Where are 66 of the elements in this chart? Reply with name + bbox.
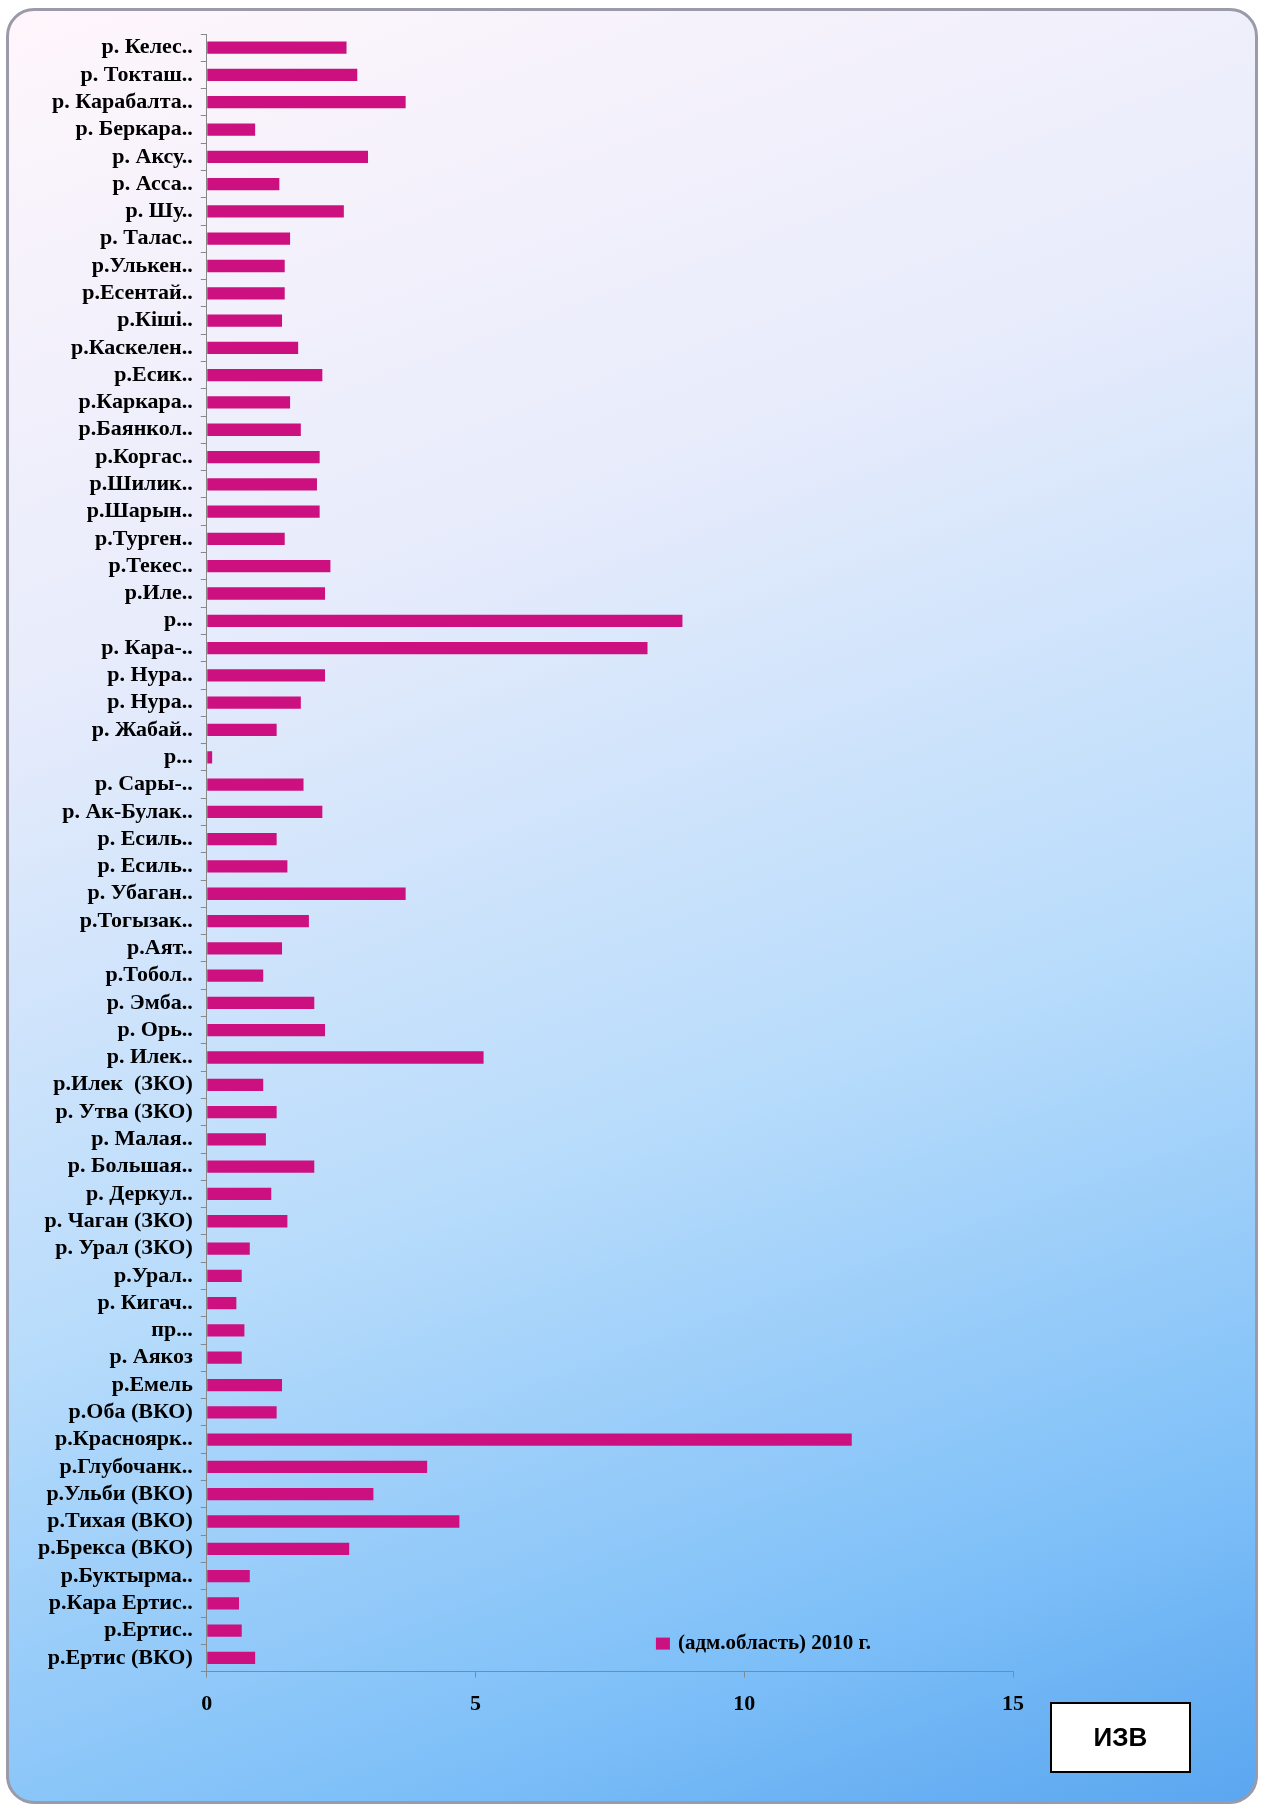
y-tick-label: р. Есиль.. [97,852,193,878]
x-tick-label: 0 [201,1690,213,1716]
y-tick-label: р.Текес.. [108,551,193,577]
y-tick-label: р. Беркара.. [75,115,193,141]
y-tick-label: р. Аксу.. [112,142,193,168]
y-tick-label: р. Чаган (ЗКО) [44,1206,193,1232]
y-tick-label: р. Кигач.. [97,1288,193,1314]
y-tick-label: пр... [151,1316,193,1342]
y-tick-label: р. Большая.. [67,1152,193,1178]
y-tick-label: р.Буктырма.. [60,1561,193,1587]
y-tick-label: р. Убаган.. [87,879,193,905]
y-tick-label: р.Турген.. [95,524,193,550]
y-tick-label: р.Тогызак.. [79,906,193,932]
y-tick-label: р.Улькен.. [91,251,193,277]
y-tick-label: р. Орь.. [117,1015,193,1041]
y-tick-label: р.Ертис.. [104,1616,193,1642]
text: ИЗВ [1050,1702,1191,1773]
y-tick-label: р... [164,606,193,632]
y-tick-label: р. Шу.. [125,197,193,223]
y-tick-label: р.Ертис (ВКО) [47,1643,193,1669]
y-tick-label: р. Келес.. [101,33,193,59]
y-tick-label: р.Аят.. [127,934,193,960]
y-tick-label: р. Ак-Булак.. [62,797,193,823]
y-tick-label: р.Каскелен.. [70,333,193,359]
y-tick-label: р.Брекса (ВКО) [37,1534,193,1560]
y-tick-label: р.Глубочанк.. [59,1452,193,1478]
y-tick-label: р. Утва (ЗКО) [55,1097,193,1123]
y-tick-label: р. Деркул.. [85,1179,193,1205]
y-tick-label: р. Кара-.. [101,633,193,659]
y-tick-label: р.Емель [111,1370,194,1396]
y-tick-label: р.Шилик.. [89,470,193,496]
y-tick-label: р.Иле.. [124,579,193,605]
y-tick-label: р.Шарын.. [86,497,193,523]
y-tick-label: р.Ульби (ВКО) [46,1479,193,1505]
y-tick-label: р. Нура.. [107,661,193,687]
x-tick-label: 15 [1002,1690,1024,1716]
y-tick-label: р. Карабалта.. [52,87,193,113]
y-tick-label: р... [164,742,193,768]
y-tick-label: р. Сары-.. [94,770,193,796]
y-tick-label: р.Урал.. [113,1261,193,1287]
y-tick-label: р. Урал (ЗКО) [55,1234,193,1260]
y-tick-label: р.Есик.. [114,360,193,386]
y-tick-label: р. Есиль.. [97,824,193,850]
y-tick-label: р.Баянкол.. [78,415,193,441]
y-tick-label: р. Аякоз [109,1343,193,1369]
y-tick-label: р. Талас.. [100,224,193,250]
y-tick-label: р.Коргас.. [95,442,193,468]
y-tick-label: р. Эмба.. [106,988,193,1014]
y-tick-label: р.Тобол.. [105,961,193,987]
y-tick-label: р.Оба (ВКО) [68,1398,193,1423]
y-tick-label: р. Илек.. [106,1043,193,1069]
y-tick-label: р.Тихая (ВКО) [47,1507,193,1533]
y-tick-label: р. Токташ.. [80,60,193,86]
y-tick-label: р. Асса.. [112,169,193,195]
y-tick-label: р.Есентай.. [82,278,193,304]
y-tick-label: р. Жабай.. [91,715,193,741]
y-tick-label: р. Нура.. [107,688,193,714]
x-tick-label: 5 [470,1690,482,1716]
y-tick-label: р. Малая.. [91,1125,193,1151]
y-tick-label: р.Кара Ертис.. [48,1589,193,1615]
y-tick-label: р.Красноярк.. [55,1425,193,1451]
legend-label: (адм.область) 2010 г. [677,1630,872,1655]
y-tick-label: р.Каркара.. [78,388,193,414]
x-tick-label: 10 [733,1690,756,1716]
y-tick-label: р.Кіші.. [117,306,193,332]
y-tick-label: р.Илек (ЗКО) [53,1070,193,1096]
